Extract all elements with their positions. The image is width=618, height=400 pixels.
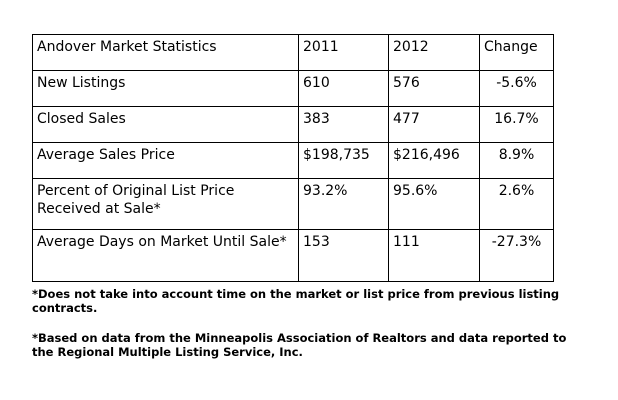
value-2012: 111 <box>388 229 480 282</box>
value-change: 2.6% <box>479 178 554 230</box>
value-2011: 153 <box>298 229 389 282</box>
row-label: Percent of Original List Price Received … <box>32 178 299 230</box>
row-label: Average Days on Market Until Sale* <box>32 229 299 282</box>
value-2012: 95.6% <box>388 178 480 230</box>
header-cell-title: Andover Market Statistics <box>32 34 299 71</box>
table-row: Average Days on Market Until Sale* 153 1… <box>32 229 554 282</box>
table-row: Average Sales Price $198,735 $216,496 8.… <box>32 142 554 179</box>
value-2011: $198,735 <box>298 142 389 179</box>
row-label: Closed Sales <box>32 106 299 143</box>
header-cell-change: Change <box>479 34 554 71</box>
row-label: New Listings <box>32 70 299 107</box>
value-2012: 576 <box>388 70 480 107</box>
row-label: Average Sales Price <box>32 142 299 179</box>
value-2011: 610 <box>298 70 389 107</box>
value-change: 8.9% <box>479 142 554 179</box>
header-cell-2012: 2012 <box>388 34 480 71</box>
table-row: New Listings 610 576 -5.6% <box>32 70 554 107</box>
table-row: Percent of Original List Price Received … <box>32 178 554 230</box>
table-row: Closed Sales 383 477 16.7% <box>32 106 554 143</box>
value-2012: $216,496 <box>388 142 480 179</box>
footnote-listing-contracts: *Does not take into account time on the … <box>32 287 560 315</box>
value-2011: 93.2% <box>298 178 389 230</box>
value-change: -27.3% <box>479 229 554 282</box>
footnote-data-source: *Based on data from the Minneapolis Asso… <box>32 331 567 359</box>
value-2011: 383 <box>298 106 389 143</box>
market-statistics-table: Andover Market Statistics 2011 2012 Chan… <box>32 34 554 282</box>
value-change: 16.7% <box>479 106 554 143</box>
value-2012: 477 <box>388 106 480 143</box>
header-cell-2011: 2011 <box>298 34 389 71</box>
table-header-row: Andover Market Statistics 2011 2012 Chan… <box>32 34 554 71</box>
value-change: -5.6% <box>479 70 554 107</box>
